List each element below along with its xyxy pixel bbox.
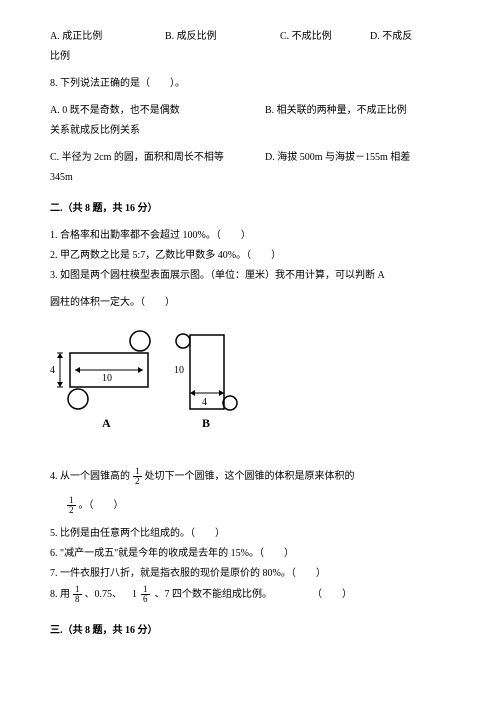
cylinder-diagram: 4 10 A 10 4 B bbox=[50, 323, 450, 449]
s2-q1: 1. 合格率和出勤率都不会超过 100%。（ ） bbox=[50, 227, 450, 244]
q7-options-row-1: A. 成正比例 B. 成反比例 C. 不成比例 D. 不成反 bbox=[50, 28, 450, 45]
s2-q2: 2. 甲乙两数之比是 5:7，乙数比甲数多 40%。（ ） bbox=[50, 247, 450, 264]
section-3-title: 三.（共 8 题，共 16 分） bbox=[50, 622, 450, 639]
label-a: A bbox=[102, 416, 111, 430]
q7-opt-d-cont: 比例 bbox=[50, 48, 450, 65]
dim-a-h: 4 bbox=[50, 365, 55, 376]
s2-q4-a: 4. 从一个圆锥高的 bbox=[50, 468, 130, 485]
q8-opt-d-2: 345m bbox=[50, 169, 450, 186]
q8-row-cd: C. 半径为 2cm 的圆，面积和周长不相等 D. 海拔 500m 与海拔－15… bbox=[50, 149, 450, 166]
q7-opt-d: D. 不成反 bbox=[370, 28, 450, 45]
s2-q5: 5. 比例是由任意两个比组成的。（ ） bbox=[50, 525, 450, 542]
s2-q3-b: 圆柱的体积一定大。（ ） bbox=[50, 294, 450, 311]
label-b: B bbox=[202, 416, 210, 430]
q7-opt-b: B. 成反比例 bbox=[165, 28, 280, 45]
frac-half-1: 1 2 bbox=[133, 467, 142, 486]
s2-q6: 6. "减产一成五"就是今年的收成是去年的 15%。（ ） bbox=[50, 545, 450, 562]
dim-b-w: 4 bbox=[202, 397, 207, 408]
s2-q8-a: 8. 用 bbox=[50, 586, 70, 603]
frac-half-2: 1 2 bbox=[67, 496, 76, 515]
s2-q4: 4. 从一个圆锥高的 1 2 处切下一个圆锥，这个圆锥的体积是原来体积的 bbox=[50, 467, 450, 486]
q8-opt-b: B. 相关联的两种量，不成正比例 bbox=[265, 102, 450, 119]
q8-opt-d: D. 海拔 500m 与海拔－155m 相差 bbox=[265, 149, 450, 166]
s2-q8-b: 、0.75、 bbox=[85, 586, 123, 603]
q8-row-ab-2: 关系就成反比例关系 bbox=[50, 122, 450, 139]
dim-a-w: 10 bbox=[102, 373, 112, 384]
s2-q4-line2: 1 2 。（ ） bbox=[50, 496, 450, 515]
q8-opt-c: C. 半径为 2cm 的圆，面积和周长不相等 bbox=[50, 149, 265, 166]
q8-stem: 8. 下列说法正确的是（ ）。 bbox=[50, 75, 450, 92]
s2-q7: 7. 一件衣服打八折，就是指衣服的现价是原价的 80%。（ ） bbox=[50, 565, 450, 582]
q7-opt-c: C. 不成比例 bbox=[280, 28, 370, 45]
q7-opt-a: A. 成正比例 bbox=[50, 28, 165, 45]
frac-eighth: 1 8 bbox=[73, 585, 82, 604]
section-2-title: 二.（共 8 题，共 16 分） bbox=[50, 200, 450, 217]
s2-q8-c: 、7 四个数不能组成比例。 （ ） bbox=[155, 586, 353, 603]
s2-q8: 8. 用 1 8 、0.75、 1 1 6 、7 四个数不能组成比例。 （ ） bbox=[50, 585, 450, 604]
q8-opt-a: A. 0 既不是奇数，也不是偶数 bbox=[50, 102, 265, 119]
dim-b-h: 10 bbox=[174, 365, 184, 376]
s2-q3-a: 3. 如图是两个圆柱模型表面展示图。（单位：厘米）我不用计算，可以判断 A bbox=[50, 267, 450, 284]
s2-q4-c: 。（ ） bbox=[79, 497, 124, 514]
q8-row-ab: A. 0 既不是奇数，也不是偶数 B. 相关联的两种量，不成正比例 bbox=[50, 102, 450, 119]
s2-q4-b: 处切下一个圆锥，这个圆锥的体积是原来体积的 bbox=[145, 468, 355, 485]
mixed-one-one-sixth: 1 1 6 bbox=[132, 585, 153, 604]
